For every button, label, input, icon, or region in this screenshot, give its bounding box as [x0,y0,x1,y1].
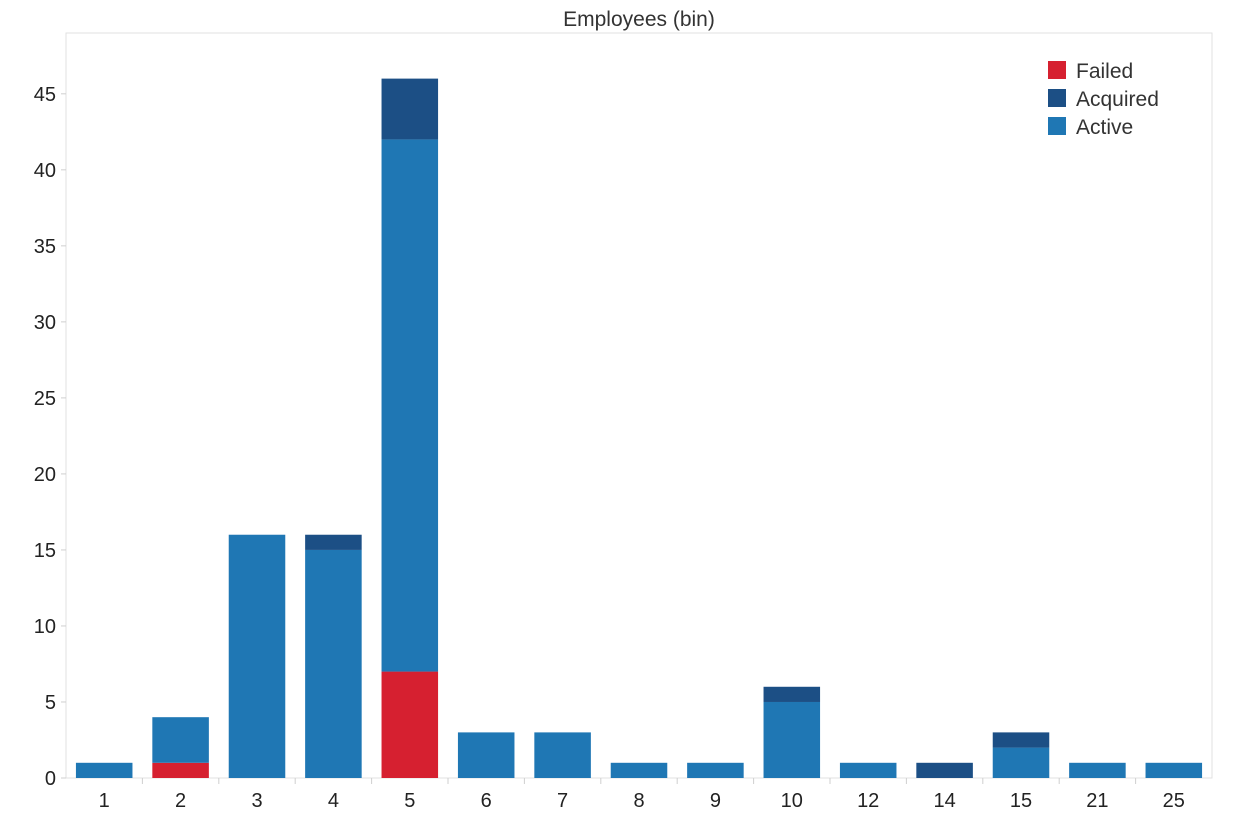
bars [75,78,1203,778]
legend-label-acquired: Acquired [1076,88,1159,111]
x-tick-label: 2 [175,790,186,812]
bar-failed-2 [152,762,209,778]
bar-active-6 [457,732,515,778]
bar-acquired-10 [763,686,821,702]
bar-active-25 [1145,762,1203,778]
y-tick-label: 45 [34,84,56,106]
x-tick-label: 12 [857,790,879,812]
legend-swatch-failed [1048,61,1066,79]
bar-acquired-5 [381,78,439,140]
x-tick-label: 1 [99,790,110,812]
x-axis: 1 2 3 4 5 6 7 8 9 10 12 14 15 21 25 [99,778,1185,812]
x-tick-label: 9 [710,790,721,812]
bar-active-7 [534,732,591,778]
x-tick-label: 8 [633,790,644,812]
bar-active-1 [75,762,133,778]
y-tick-label: 20 [34,464,56,486]
y-tick-label: 0 [45,768,56,790]
bar-active-21 [1069,762,1126,778]
y-tick-label: 5 [45,692,56,714]
bar-acquired-4 [305,534,362,550]
y-axis: 0 5 10 15 20 25 30 35 40 45 [34,84,66,790]
bar-active-10 [763,701,821,778]
y-tick-label: 35 [34,236,56,258]
x-tick-label: 6 [481,790,492,812]
legend: Failed Acquired Active [1048,60,1159,139]
x-tick-label: 3 [251,790,262,812]
x-tick-label: 15 [1010,790,1032,812]
y-tick-label: 30 [34,312,56,334]
x-tick-label: 4 [328,790,339,812]
bar-active-15 [992,747,1050,778]
x-tick-label: 25 [1163,790,1185,812]
x-tick-label: 10 [781,790,803,812]
bar-active-12 [839,762,897,778]
bar-active-2 [152,717,209,763]
x-tick-label: 21 [1086,790,1108,812]
legend-label-active: Active [1076,116,1133,139]
x-tick-label: 7 [557,790,568,812]
y-tick-label: 15 [34,540,56,562]
legend-swatch-acquired [1048,89,1066,107]
y-tick-label: 10 [34,616,56,638]
bar-active-8 [610,762,668,778]
chart-title: Employees (bin) [563,8,715,31]
bar-acquired-15 [992,732,1050,748]
legend-swatch-active [1048,117,1066,135]
bar-active-9 [687,762,744,778]
bar-active-5 [381,139,439,672]
x-tick-label: 14 [933,790,955,812]
y-tick-label: 25 [34,388,56,410]
bar-failed-5 [381,671,439,778]
bar-active-4 [305,549,362,778]
bar-active-3 [228,534,286,778]
legend-label-failed: Failed [1076,60,1133,83]
y-tick-label: 40 [34,160,56,182]
x-tick-label: 5 [404,790,415,812]
bar-acquired-14 [916,762,973,778]
